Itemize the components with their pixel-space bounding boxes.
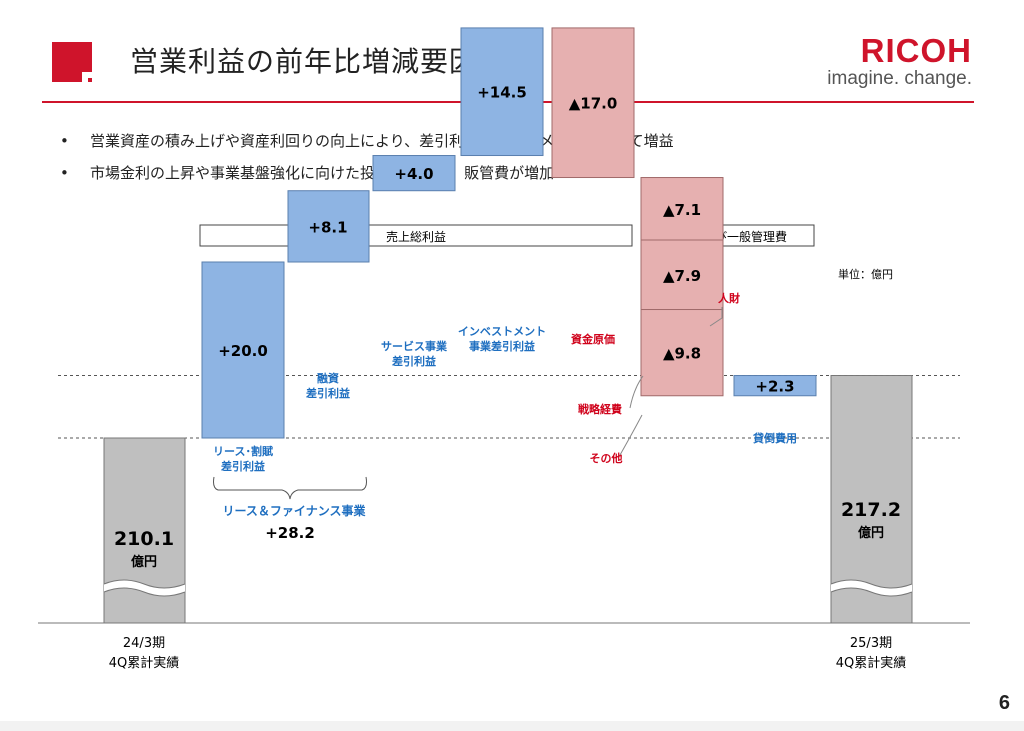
bar-funding-cost-label: 資金原価 <box>571 332 615 346</box>
bar-loan-label-line2: 差引利益 <box>306 386 350 400</box>
bar-sga-strategic-rect <box>640 239 724 311</box>
bar-sga-other-label: その他 <box>590 451 623 465</box>
bar-end: 217.2 億円 25/3期 4Q累計実績 <box>830 375 913 671</box>
page-title: 営業利益の前年比増減要因 <box>130 45 479 78</box>
bar-end-value: 217.2 <box>841 499 901 521</box>
bar-credit-cost-label: 貸倒費用 <box>752 431 797 445</box>
axis-break-end-icon <box>831 580 912 596</box>
bar-loan-rect <box>287 190 370 263</box>
bar-funding-cost-rect <box>551 27 635 179</box>
group-annotation-value: +28.2 <box>265 524 315 542</box>
bar-investment: +14.5 インベストメント 事業差引利益 <box>458 27 546 353</box>
unit-label: 単位：億円 <box>838 267 893 281</box>
bar-loan: +8.1 融資 差引利益 <box>287 190 370 400</box>
axis-break-start-icon <box>104 580 185 596</box>
footer-bar <box>0 721 1024 731</box>
bar-investment-value: +14.5 <box>477 84 527 102</box>
bar-sga-stack: ▲7.1 ▲7.9 ▲9.8 人財 戦略経費 その他 <box>578 177 740 465</box>
bar-sga-personnel-label: 人財 <box>718 291 740 305</box>
bar-investment-rect <box>460 27 544 157</box>
brand-name: RICOH <box>860 32 972 69</box>
bar-sga-strategic-label: 戦略経費 <box>578 402 622 416</box>
group-box-gross-profit-label: 売上総利益 <box>386 229 446 244</box>
bar-sga-strategic-value: ▲7.9 <box>663 267 701 285</box>
bar-loan-value: +8.1 <box>308 218 347 236</box>
bar-lease-label-line1: リース･割賦 <box>213 444 273 458</box>
bar-credit-cost: +2.3 貸倒費用 <box>733 375 817 445</box>
bar-sga-other-rect <box>640 309 724 397</box>
axis-break-end-lines <box>830 579 913 597</box>
callout-strategic <box>629 375 644 409</box>
bar-service-value: +4.0 <box>394 165 433 183</box>
page-number: 6 <box>998 692 1010 714</box>
bar-sga-other-value: ▲9.8 <box>663 345 701 363</box>
group-annotation-label: リース＆ファイナンス事業 <box>223 503 367 518</box>
bar-start-label-line1: 24/3期 <box>123 636 165 651</box>
bar-sga-personnel-rect <box>640 177 724 241</box>
bar-funding-cost-value: ▲17.0 <box>569 95 618 113</box>
bar-service-label-line2: 差引利益 <box>392 354 436 368</box>
bar-end-label-line1: 25/3期 <box>850 636 892 651</box>
bar-funding-cost: ▲17.0 資金原価 <box>551 27 635 346</box>
bar-service-label-line1: サービス事業 <box>381 339 448 353</box>
axis-break-start-lines <box>103 579 186 597</box>
bar-sga-personnel-value: ▲7.1 <box>663 201 701 219</box>
bar-lease: +20.0 リース･割賦 差引利益 <box>201 261 285 473</box>
callout-other <box>619 414 643 456</box>
bar-service-rect <box>372 155 456 192</box>
brand-logo: RICOH imagine. change. <box>827 34 972 90</box>
bar-lease-value: +20.0 <box>218 342 268 360</box>
bar-start: 210.1 億円 24/3期 4Q累計実績 <box>103 437 186 671</box>
bar-investment-label-line1: インベストメント <box>458 325 546 338</box>
bar-start-unit: 億円 <box>131 554 157 570</box>
bar-end-unit: 億円 <box>858 525 884 541</box>
logo-square-icon <box>52 42 92 82</box>
bar-lease-label-line2: 差引利益 <box>221 459 265 473</box>
callout-personnel <box>709 307 723 327</box>
bar-investment-label-line2: 事業差引利益 <box>469 339 535 353</box>
bar-service: +4.0 サービス事業 差引利益 <box>372 155 456 368</box>
bar-credit-cost-value: +2.3 <box>755 378 794 396</box>
bar-lease-rect <box>201 261 285 439</box>
bar-loan-label-line1: 融資 <box>317 371 339 385</box>
group-bracket-icon <box>213 476 367 500</box>
bar-end-label-line2: 4Q累計実績 <box>836 655 907 671</box>
bar-start-value: 210.1 <box>114 528 174 550</box>
bar-credit-cost-rect <box>733 375 817 397</box>
brand-tagline: imagine. change. <box>827 68 972 89</box>
bar-start-label-line2: 4Q累計実績 <box>109 655 180 671</box>
